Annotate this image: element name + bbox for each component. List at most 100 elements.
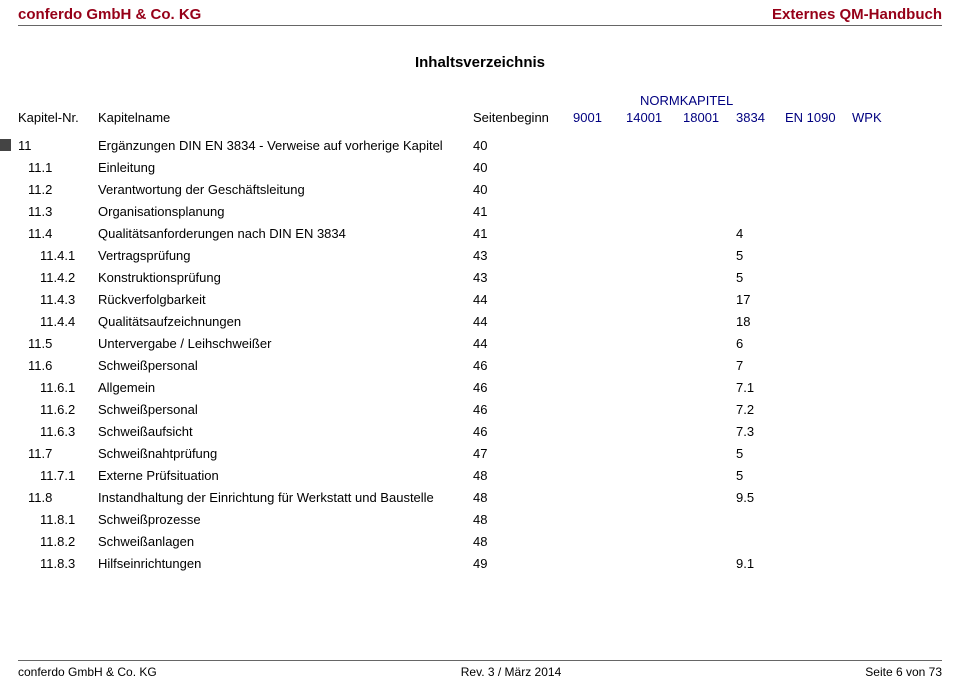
cell-kapitelname: Schweißpersonal xyxy=(98,399,468,421)
cell-seitenbeginn: 43 xyxy=(473,267,563,289)
cell-seitenbeginn: 46 xyxy=(473,399,563,421)
cell-seitenbeginn: 48 xyxy=(473,487,563,509)
cell-c3834: 7.2 xyxy=(736,399,780,421)
footer-company: conferdo GmbH & Co. KG xyxy=(18,665,157,679)
page: conferdo GmbH & Co. KG Externes QM-Handb… xyxy=(0,0,960,689)
cell-kapitelname: Qualitätsaufzeichnungen xyxy=(98,311,468,333)
cell-kapitelname: Organisationsplanung xyxy=(98,201,468,223)
cell-kapitelname: Ergänzungen DIN EN 3834 - Verweise auf v… xyxy=(98,135,468,157)
col-18001: 18001 xyxy=(683,110,731,125)
cell-kapitelname: Verantwortung der Geschäftsleitung xyxy=(98,179,468,201)
cell-kapitelname: Allgemein xyxy=(98,377,468,399)
table-row: 11.1Einleitung40 xyxy=(18,157,942,179)
cell-c3834: 9.1 xyxy=(736,553,780,575)
cell-c3834: 5 xyxy=(736,245,780,267)
cell-c3834: 7.3 xyxy=(736,421,780,443)
cell-kapitel-nr: 11.5 xyxy=(28,333,100,355)
footer-page-num: Seite 6 von 73 xyxy=(865,665,942,679)
cell-seitenbeginn: 48 xyxy=(473,531,563,553)
page-footer: conferdo GmbH & Co. KG Rev. 3 / März 201… xyxy=(18,660,942,679)
table-row: 11.7.1Externe Prüfsituation485 xyxy=(18,465,942,487)
cell-kapitelname: Externe Prüfsituation xyxy=(98,465,468,487)
table-row: 11.6.1Allgemein467.1 xyxy=(18,377,942,399)
footer-revision: Rev. 3 / März 2014 xyxy=(461,665,562,679)
cell-seitenbeginn: 46 xyxy=(473,421,563,443)
col-14001: 14001 xyxy=(626,110,678,125)
cell-kapitelname: Vertragsprüfung xyxy=(98,245,468,267)
table-row: 11.8Instandhaltung der Einrichtung für W… xyxy=(18,487,942,509)
col-en1090: EN 1090 xyxy=(785,110,847,125)
col-normkapitel: NORMKAPITEL xyxy=(640,93,733,108)
cell-kapitelname: Schweißnahtprüfung xyxy=(98,443,468,465)
cell-kapitelname: Instandhaltung der Einrichtung für Werks… xyxy=(98,487,468,509)
toc: NORMKAPITEL Kapitel-Nr. Kapitelname Seit… xyxy=(18,93,942,575)
cell-kapitel-nr: 11.3 xyxy=(28,201,100,223)
cell-seitenbeginn: 44 xyxy=(473,311,563,333)
cell-kapitelname: Qualitätsanforderungen nach DIN EN 3834 xyxy=(98,223,468,245)
row-marker-icon xyxy=(0,139,11,151)
cell-seitenbeginn: 41 xyxy=(473,201,563,223)
cell-seitenbeginn: 41 xyxy=(473,223,563,245)
col-9001: 9001 xyxy=(573,110,621,125)
cell-c3834: 5 xyxy=(736,465,780,487)
cell-kapitel-nr: 11 xyxy=(18,135,90,157)
cell-kapitelname: Untervergabe / Leihschweißer xyxy=(98,333,468,355)
cell-seitenbeginn: 48 xyxy=(473,509,563,531)
cell-c3834: 4 xyxy=(736,223,780,245)
table-row: 11.4Qualitätsanforderungen nach DIN EN 3… xyxy=(18,223,942,245)
toc-rows: 11 Ergänzungen DIN EN 3834 - Verweise auf… xyxy=(18,135,942,575)
table-row: 11.6.3Schweißaufsicht467.3 xyxy=(18,421,942,443)
cell-seitenbeginn: 46 xyxy=(473,355,563,377)
table-row: 11.4.3Rückverfolgbarkeit4417 xyxy=(18,289,942,311)
cell-seitenbeginn: 49 xyxy=(473,553,563,575)
cell-c3834: 5 xyxy=(736,267,780,289)
table-row: 11.6Schweißpersonal46 7 xyxy=(18,355,942,377)
cell-kapitelname: Rückverfolgbarkeit xyxy=(98,289,468,311)
cell-seitenbeginn: 40 xyxy=(473,157,563,179)
cell-seitenbeginn: 47 xyxy=(473,443,563,465)
col-kapitel-nr: Kapitel-Nr. xyxy=(18,110,90,125)
table-row: 11.4.1Vertragsprüfung435 xyxy=(18,245,942,267)
col-seitenbeginn: Seitenbeginn xyxy=(473,110,563,125)
cell-seitenbeginn: 44 xyxy=(473,289,563,311)
cell-seitenbeginn: 40 xyxy=(473,179,563,201)
cell-kapitelname: Einleitung xyxy=(98,157,468,179)
col-wpk: WPK xyxy=(852,110,897,125)
table-row: 11.5Untervergabe / Leihschweißer446 xyxy=(18,333,942,355)
table-row: 11 Ergänzungen DIN EN 3834 - Verweise auf… xyxy=(18,135,942,157)
cell-kapitel-nr: 11.6 xyxy=(28,355,100,377)
cell-kapitelname: Schweißprozesse xyxy=(98,509,468,531)
cell-c3834: 7.1 xyxy=(736,377,780,399)
cell-c3834: 18 xyxy=(736,311,780,333)
table-row: 11.3Organisationsplanung41 xyxy=(18,201,942,223)
cell-kapitel-nr: 11.1 xyxy=(28,157,100,179)
page-title: Inhaltsverzeichnis xyxy=(18,54,942,71)
page-header: conferdo GmbH & Co. KG Externes QM-Handb… xyxy=(18,6,942,26)
cell-kapitelname: Schweißpersonal xyxy=(98,355,468,377)
table-row: 11.8.3Hilfseinrichtungen499.1 xyxy=(18,553,942,575)
cell-kapitelname: Konstruktionsprüfung xyxy=(98,267,468,289)
cell-kapitel-nr: 11.4 xyxy=(28,223,100,245)
table-row: 11.4.4Qualitätsaufzeichnungen4418 xyxy=(18,311,942,333)
col-3834: 3834 xyxy=(736,110,780,125)
header-doc-title: Externes QM-Handbuch xyxy=(772,6,942,23)
header-company: conferdo GmbH & Co. KG xyxy=(18,6,201,23)
table-row: 11.8.2Schweißanlagen48 xyxy=(18,531,942,553)
cell-kapitelname: Schweißaufsicht xyxy=(98,421,468,443)
cell-seitenbeginn: 44 xyxy=(473,333,563,355)
cell-c3834: 7 xyxy=(736,355,780,377)
cell-c3834: 17 xyxy=(736,289,780,311)
col-kapitelname: Kapitelname xyxy=(98,110,468,125)
table-row: 11.7Schweißnahtprüfung475 xyxy=(18,443,942,465)
cell-seitenbeginn: 43 xyxy=(473,245,563,267)
cell-seitenbeginn: 40 xyxy=(473,135,563,157)
toc-header-row: Kapitel-Nr. Kapitelname Seitenbeginn 900… xyxy=(18,110,942,127)
cell-seitenbeginn: 46 xyxy=(473,377,563,399)
table-row: 11.8.1Schweißprozesse48 xyxy=(18,509,942,531)
table-row: 11.2Verantwortung der Geschäftsleitung40 xyxy=(18,179,942,201)
cell-kapitelname: Hilfseinrichtungen xyxy=(98,553,468,575)
cell-kapitel-nr: 11.2 xyxy=(28,179,100,201)
toc-header: NORMKAPITEL Kapitel-Nr. Kapitelname Seit… xyxy=(18,93,942,129)
cell-kapitelname: Schweißanlagen xyxy=(98,531,468,553)
cell-c3834: 5 xyxy=(736,443,780,465)
